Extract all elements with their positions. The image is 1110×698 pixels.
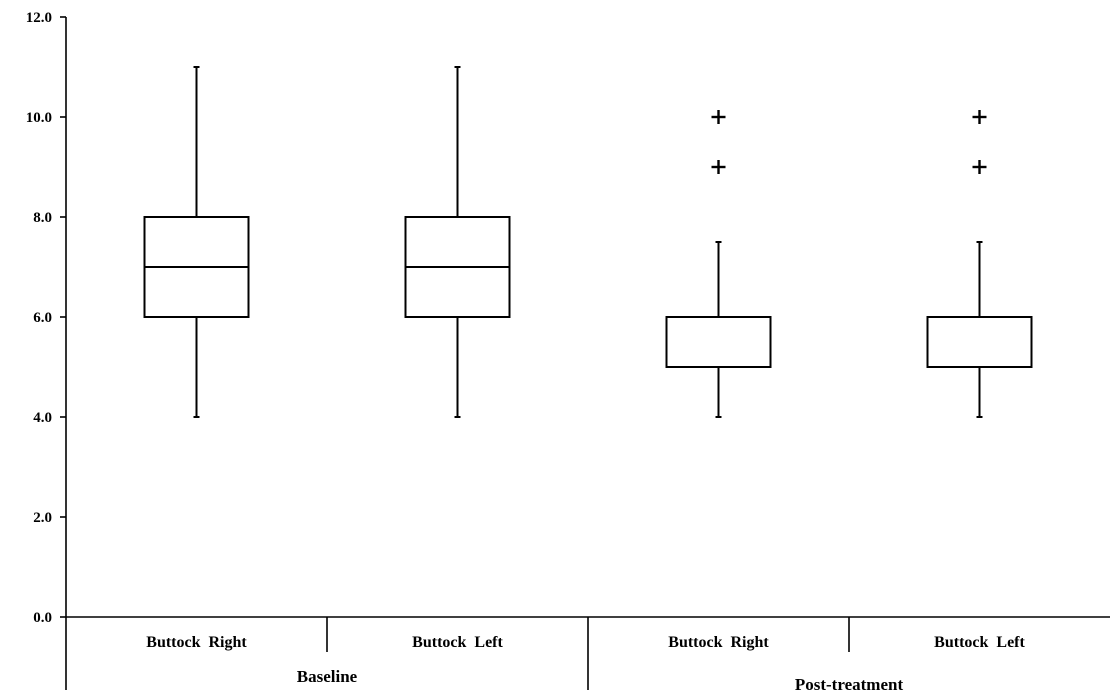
x-category-label: Buttock Left bbox=[934, 634, 1025, 651]
outlier-marker bbox=[973, 110, 987, 124]
y-tick-label: 10.0 bbox=[26, 110, 52, 126]
y-tick-label: 0.0 bbox=[33, 610, 52, 626]
outlier-marker bbox=[712, 110, 726, 124]
x-category-label: Buttock Right bbox=[668, 634, 769, 651]
x-group-label: Baseline bbox=[297, 667, 358, 686]
x-group-label: Post-treatment bbox=[795, 675, 904, 694]
x-axis: Buttock Right Buttock Left Baseline Buttock… bbox=[66, 617, 1110, 694]
x-category-label: Buttock Left bbox=[412, 634, 503, 651]
y-tick-label: 2.0 bbox=[33, 510, 52, 526]
x-category-label: Buttock Right bbox=[146, 634, 247, 651]
box-item bbox=[928, 110, 1032, 417]
y-tick-label: 6.0 bbox=[33, 310, 52, 326]
box-item bbox=[406, 67, 510, 417]
y-tick-label: 12.0 bbox=[26, 10, 52, 26]
y-axis: 0.0 2.0 4.0 6.0 8.0 10.0 12.0 bbox=[26, 10, 66, 690]
iqr-box bbox=[667, 317, 771, 367]
outlier-marker bbox=[973, 160, 987, 174]
box-item bbox=[145, 67, 249, 417]
y-tick-label: 8.0 bbox=[33, 210, 52, 226]
box-item bbox=[667, 110, 771, 417]
y-tick-label: 4.0 bbox=[33, 410, 52, 426]
iqr-box bbox=[928, 317, 1032, 367]
outlier-marker bbox=[712, 160, 726, 174]
box-series bbox=[145, 67, 1032, 417]
